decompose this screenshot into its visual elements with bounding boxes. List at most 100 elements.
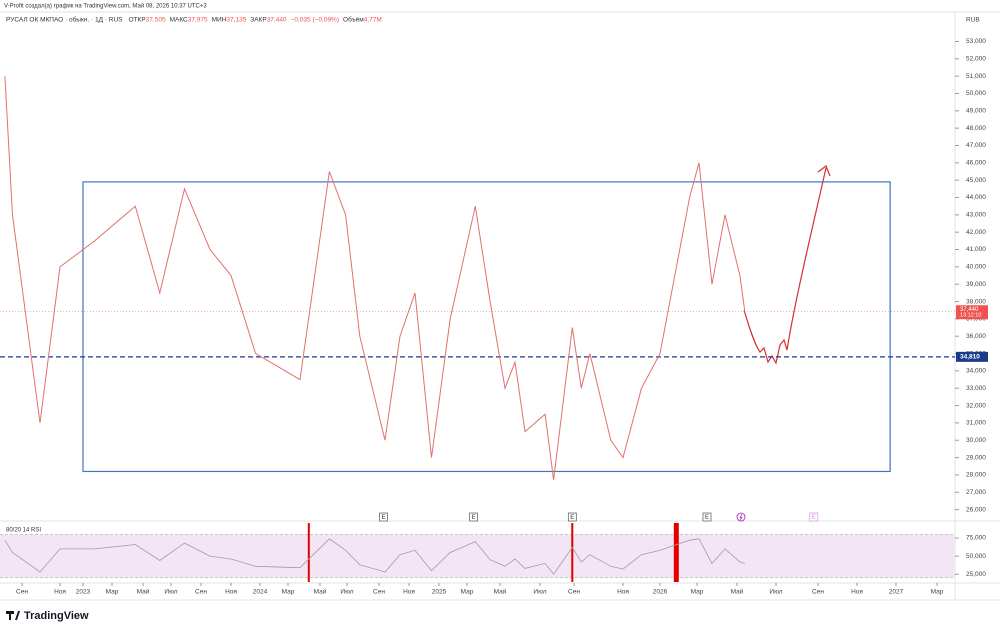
x-tick-label: 2023 — [76, 589, 91, 596]
ohlc-label: ЗАКР — [250, 17, 266, 24]
event-label: E — [381, 515, 385, 521]
ohlc-value: 37,975 — [188, 17, 208, 24]
y-tick-label: 45,000 — [966, 177, 986, 184]
ohlc-label: МИН — [212, 17, 227, 24]
y-tick-label: 43,000 — [966, 212, 986, 219]
event-label: E — [705, 515, 709, 521]
y-tick-label: 50,000 — [966, 90, 986, 97]
legend: РУСАЛ ОК МКПАО · обыкн. · 1Д · RUS ОТКР 37… — [6, 16, 382, 24]
y-tick-label: 26,000 — [966, 506, 986, 513]
y-tick-label: 46,000 — [966, 160, 986, 167]
x-tick-label: Сен — [16, 589, 28, 596]
credit: V-Profit создал(а) график на TradingView… — [4, 3, 207, 10]
y-tick-label: 30,000 — [966, 437, 986, 444]
rsi-line — [4, 538, 745, 575]
ohlc-value: 4,77M — [364, 17, 382, 24]
level-label: 34,810 — [960, 354, 980, 361]
x-tick-label: Сен — [373, 589, 385, 596]
y-tick-label: 32,000 — [966, 402, 986, 409]
x-tick-label: Ноя — [403, 589, 415, 596]
event-marker — [702, 512, 712, 522]
forecast-arrow — [743, 165, 831, 365]
y-tick-label: 41,000 — [966, 246, 986, 253]
x-tick-label: Май — [137, 588, 150, 596]
dividend-icon — [739, 513, 743, 521]
x-tick-label: Ноя — [851, 589, 863, 596]
symbol: РУСАЛ ОК МКПАО · обыкн. · 1Д · RUS — [6, 16, 123, 24]
y-tick-label: 40,000 — [966, 264, 986, 271]
y-tick-label: 39,000 — [966, 281, 986, 288]
ohlc-label: Объём — [343, 16, 364, 24]
rsi-tick-label: 25,000 — [966, 571, 986, 578]
x-tick-label: Мар — [931, 589, 944, 596]
x-tick-label: Май — [731, 588, 744, 596]
dividend-icon — [736, 512, 746, 522]
event-marker — [379, 512, 388, 522]
last-price-tag — [956, 305, 988, 320]
x-tick-label: Сен — [812, 589, 824, 596]
ohlc-value: 37,440 — [267, 17, 287, 24]
y-tick-label: 47,000 — [966, 142, 986, 149]
x-tick-label: Ноя — [617, 589, 629, 596]
y-tick-label: 34,000 — [966, 368, 986, 375]
range-box — [82, 181, 891, 473]
x-tick-label: Май — [494, 588, 507, 596]
y-tick-label: 49,000 — [966, 108, 986, 115]
level-tag — [956, 351, 988, 362]
countdown: 13:12:10 — [960, 313, 981, 319]
rsi-alert — [307, 523, 310, 582]
ohlc-value: 37,135 — [226, 17, 246, 24]
y-tick-label: 51,000 — [966, 73, 986, 80]
x-tick-label: 2026 — [653, 589, 668, 596]
event-marker — [567, 512, 577, 522]
event-label: E — [812, 515, 816, 521]
brand: TradingView — [24, 610, 89, 622]
x-tick-label: Июл — [340, 589, 353, 596]
ohlc-label: МАКС — [170, 17, 188, 24]
event-label: E — [570, 515, 574, 521]
x-tick-label: Июл — [769, 589, 782, 596]
x-tick-label: Мар — [461, 589, 474, 596]
ohlc-value: 37,505 — [146, 17, 166, 24]
logo-mark — [6, 611, 20, 620]
y-tick-label: 52,000 — [966, 56, 986, 63]
x-tick-label: Мар — [106, 589, 119, 596]
event-marker — [469, 512, 478, 522]
rsi-alert — [571, 523, 574, 582]
rsi-title: 80/20 14 RSI — [6, 528, 41, 534]
rsi-band — [0, 534, 955, 578]
currency: RUB — [966, 17, 980, 24]
y-tick-label: 42,000 — [966, 229, 986, 236]
x-tick-label: Июл — [164, 589, 177, 596]
x-tick-label: 2027 — [889, 589, 904, 596]
event-marker — [809, 512, 819, 522]
rsi-tick-label: 75,000 — [966, 535, 986, 542]
ohlc-label: ОТКР — [129, 17, 146, 24]
x-tick-label: 2024 — [253, 589, 268, 596]
rsi-tick-label: 50,000 — [966, 553, 986, 560]
y-tick-label: 53,000 — [966, 38, 986, 45]
y-tick-label: 33,000 — [966, 385, 986, 392]
y-tick-label: 27,000 — [966, 489, 986, 496]
ohlc-value: −0,035 (−0,09%) — [291, 17, 339, 24]
event-label: E — [472, 515, 476, 521]
y-tick-label: 48,000 — [966, 125, 986, 132]
rsi-alert — [673, 523, 679, 582]
y-tick-label: 28,000 — [966, 472, 986, 479]
x-tick-label: Сен — [195, 589, 207, 596]
x-tick-label: Май — [314, 588, 327, 596]
x-tick-label: 2025 — [432, 589, 447, 596]
x-tick-label: Ноя — [225, 589, 237, 596]
y-tick-label: 29,000 — [966, 454, 986, 461]
last-price-label: 37,440 — [960, 307, 979, 313]
y-tick-label: 36,000 — [966, 333, 986, 340]
y-tick-label: 38,000 — [966, 298, 986, 305]
x-tick-label: Ноя — [54, 589, 66, 596]
x-tick-label: Мар — [691, 589, 704, 596]
price-line — [4, 76, 746, 481]
y-tick-label: 31,000 — [966, 420, 986, 427]
x-tick-label: Сен — [568, 589, 580, 596]
logo: TradingView — [6, 610, 89, 622]
